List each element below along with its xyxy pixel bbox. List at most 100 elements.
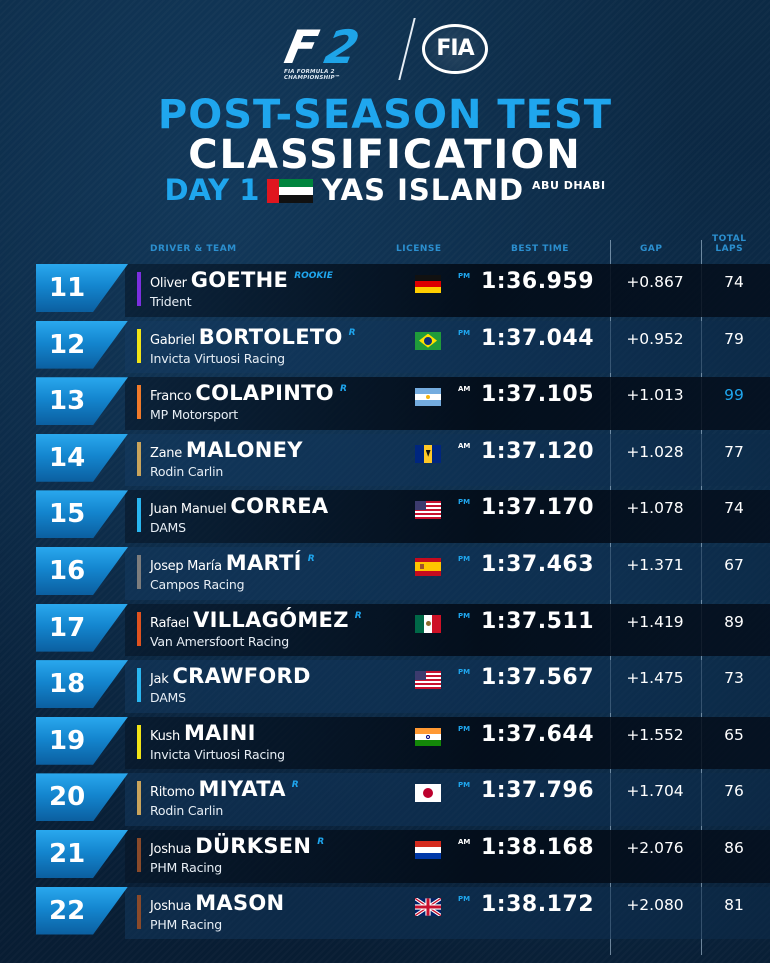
driver-first-name: Oliver	[150, 276, 187, 291]
driver-last-name: DÜRKSEN	[195, 833, 312, 858]
driver-first-name: Joshua	[150, 841, 192, 857]
team-color-bar	[137, 385, 141, 420]
driver-name: Oliver GOETHE ROOKIE	[150, 270, 333, 291]
best-time: 1:37.044	[481, 325, 595, 351]
team-color-bar	[137, 668, 141, 703]
position-badge: 19	[36, 716, 128, 765]
best-time: 1:37.463	[481, 551, 595, 577]
total-laps: 86	[724, 838, 744, 857]
position-badge: 21	[36, 829, 128, 878]
germany-flag-icon	[415, 275, 441, 293]
table-row-pos-15: 15 Juan Manuel CORREA DAMS PM 1:37.170 +…	[0, 488, 770, 545]
f2-logo: F 2 FIA FORMULA 2 CHAMPIONSHIP™	[280, 20, 392, 82]
driver-name: Ritomo MIYATA R	[150, 779, 299, 800]
driver-name: Franco COLAPINTO R	[150, 383, 347, 404]
total-laps: 81	[724, 895, 744, 914]
row-background	[125, 773, 770, 826]
table-row-pos-19: 19 Kush MAINI Invicta Virtuosi Racing PM…	[0, 715, 770, 772]
driver-first-name: Josep María	[150, 558, 222, 574]
total-laps: 79	[724, 329, 744, 348]
position-badge: 22	[36, 886, 128, 935]
total-laps: 76	[724, 782, 744, 801]
driver-last-name: CRAWFORD	[172, 664, 311, 689]
session-label: PM	[458, 724, 471, 733]
driver-last-name: VILLAGÓMEZ	[193, 607, 349, 632]
position-badge: 12	[36, 320, 128, 369]
best-time: 1:37.120	[481, 438, 595, 464]
best-time: 1:37.644	[481, 721, 595, 747]
col-total-laps: TOTAL LAPS	[712, 234, 746, 255]
driver-first-name: Franco	[150, 389, 192, 405]
session-label: PM	[458, 498, 471, 507]
column-headers: DRIVER & TEAM LICENSE BEST TIME GAP TOTA…	[0, 234, 770, 264]
driver-first-name: Joshua	[150, 898, 192, 914]
table-row-pos-16: 16 Josep María MARTÍ R Campos Racing PM …	[0, 545, 770, 602]
position-badge: 15	[36, 490, 128, 539]
row-background	[125, 433, 770, 487]
session-label: AM	[458, 837, 471, 846]
f2-logo-subtitle: FIA FORMULA 2 CHAMPIONSHIP™	[284, 69, 341, 82]
gap-value: +0.867	[626, 273, 684, 291]
position-badge: 18	[36, 660, 128, 709]
gap-value: +1.371	[626, 555, 684, 574]
best-time: 1:37.567	[481, 665, 595, 691]
total-laps: 74	[724, 273, 744, 291]
driver-last-name: BORTOLETO	[198, 324, 343, 349]
table-row-pos-20: 20 Ritomo MIYATA R Rodin Carlin PM 1:37.…	[0, 771, 770, 828]
driver-last-name: COLAPINTO	[195, 381, 334, 406]
team-color-bar	[137, 724, 141, 759]
row-background	[125, 716, 770, 770]
rookie-tag: R	[291, 780, 299, 791]
team-color-bar	[137, 498, 141, 533]
team-color-bar	[137, 328, 141, 363]
driver-name: Gabriel BORTOLETO R	[150, 324, 356, 349]
rookie-tag: R	[307, 553, 315, 564]
total-laps: 67	[724, 555, 744, 574]
best-time: 1:37.170	[481, 495, 595, 521]
position-badge: 17	[36, 603, 128, 652]
best-time: 1:38.168	[481, 834, 595, 860]
team-name: Trident	[150, 294, 192, 309]
col-license: LICENSE	[396, 244, 442, 254]
fia-logo: FIA	[422, 24, 488, 74]
f2-logo-2: 2	[320, 20, 364, 74]
session-label: PM	[458, 328, 471, 337]
driver-last-name: MALONEY	[185, 437, 303, 462]
best-time: 1:38.172	[481, 891, 595, 917]
session-label: PM	[458, 272, 471, 280]
col-best-time: BEST TIME	[511, 244, 569, 254]
table-row-pos-21: 21 Joshua DÜRKSEN R PHM Racing AM 1:38.1…	[0, 828, 770, 885]
team-color-bar	[137, 611, 141, 646]
driver-name: Kush MAINI	[150, 720, 256, 745]
paraguay-flag-icon	[415, 840, 441, 859]
driver-name: Josep María MARTÍ R	[150, 550, 315, 575]
japan-flag-icon	[415, 784, 441, 803]
driver-first-name: Jak	[150, 672, 169, 688]
title-event-line: DAY 1 YAS ISLAND ABU DHABI	[0, 176, 770, 205]
driver-last-name: MARTÍ	[225, 550, 302, 575]
driver-last-name: MAINI	[183, 720, 256, 745]
position-badge: 11	[36, 264, 128, 312]
driver-name: Jak CRAWFORD	[150, 666, 311, 687]
gap-value: +1.552	[626, 725, 684, 744]
driver-name: Rafael VILLAGÓMEZ R	[150, 607, 362, 632]
best-time: 1:37.105	[481, 382, 595, 408]
uk-flag-icon	[415, 897, 441, 916]
position-badge: 14	[36, 433, 128, 482]
gap-value: +2.076	[626, 838, 684, 857]
position-badge: 13	[36, 377, 128, 426]
session-label: PM	[458, 781, 471, 790]
total-laps: 74	[724, 499, 744, 518]
driver-first-name: Kush	[150, 728, 180, 744]
session-label: PM	[458, 611, 471, 620]
total-laps: 77	[724, 442, 744, 461]
gap-value: +2.080	[626, 895, 684, 914]
city-label: ABU DHABI	[532, 179, 606, 192]
team-color-bar	[137, 894, 141, 929]
team-color-bar	[137, 781, 141, 816]
team-name: MP Motorsport	[150, 407, 238, 423]
row-background	[125, 264, 770, 317]
position-badge: 20	[36, 773, 128, 822]
col-total-laps-line2: LAPS	[715, 243, 744, 254]
team-name: Invicta Virtuosi Racing	[150, 746, 285, 762]
